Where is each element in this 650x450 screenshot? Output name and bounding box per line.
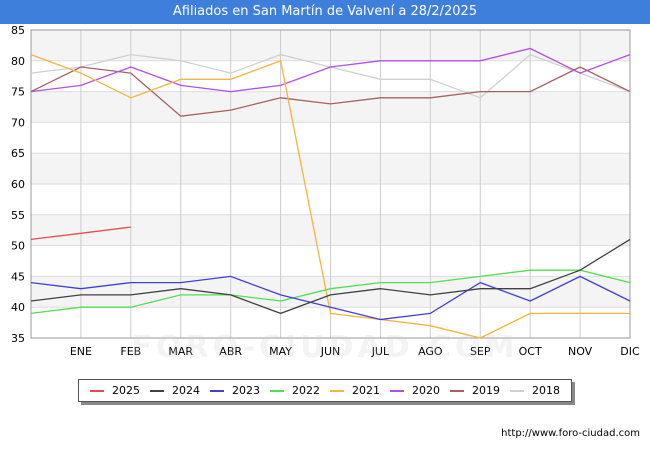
x-tick-label: ABR <box>219 345 242 358</box>
legend-label: 2023 <box>232 384 260 397</box>
series-line-2023 <box>30 275 631 321</box>
legend-label: 2022 <box>292 384 320 397</box>
legend: 2025 2024 2023 2022 2021 2020 2019 2018 <box>78 379 572 402</box>
y-tick-label: 65 <box>11 147 25 160</box>
y-tick-label: 40 <box>11 301 25 314</box>
y-tick-label: 80 <box>11 55 25 68</box>
chart-title: Afiliados en San Martín de Valvení a 28/… <box>0 0 650 24</box>
y-tick-labels: 35 40 45 50 55 60 65 70 75 80 85 <box>11 24 25 345</box>
legend-swatch <box>210 389 224 392</box>
legend-item-2023: 2023 <box>210 384 260 397</box>
legend-item-2021: 2021 <box>330 384 380 397</box>
legend-label: 2020 <box>412 384 440 397</box>
legend-swatch <box>150 389 164 392</box>
legend-item-2018: 2018 <box>510 384 560 397</box>
x-tick-label: JUL <box>371 345 390 358</box>
x-tick-labels: ENE FEB MAR ABR MAY JUN JUL AGO SEP OCT NOV DIC <box>70 345 640 358</box>
legend-label: 2019 <box>472 384 500 397</box>
x-tick-label: MAY <box>269 345 292 358</box>
x-tick-label: ENE <box>70 345 92 358</box>
legend-label: 2018 <box>532 384 560 397</box>
series-lines <box>30 47 631 339</box>
legend-swatch <box>510 389 524 392</box>
series-line-2025 <box>30 226 131 241</box>
series-line-2021 <box>30 53 630 339</box>
x-tick-label: MAR <box>168 345 193 358</box>
legend-swatch <box>270 389 284 392</box>
x-tick-label: JUN <box>320 345 341 358</box>
legend-item-2024: 2024 <box>150 384 200 397</box>
legend-item-2025: 2025 <box>90 384 140 397</box>
watermark: FORO-CIUDAD.COM <box>131 330 519 365</box>
x-tick-label: OCT <box>519 345 542 358</box>
x-tick-label: SEP <box>470 345 491 358</box>
legend-label: 2021 <box>352 384 380 397</box>
y-tick-label: 85 <box>11 24 25 37</box>
x-tick-label: FEB <box>120 345 141 358</box>
legend-item-2020: 2020 <box>390 384 440 397</box>
x-tick-label: NOV <box>568 345 593 358</box>
x-tick-label: AGO <box>418 345 443 358</box>
series-line-2019 <box>30 66 631 117</box>
legend-swatch <box>90 389 104 392</box>
x-tick-label: DIC <box>620 345 640 358</box>
legend-label: 2025 <box>112 384 140 397</box>
y-tick-label: 75 <box>11 86 25 99</box>
legend-swatch <box>450 389 464 392</box>
y-tick-label: 50 <box>11 240 25 253</box>
y-tick-label: 70 <box>11 116 25 129</box>
y-tick-label: 45 <box>11 270 25 283</box>
source-url: http://www.foro-ciudad.com <box>501 428 640 439</box>
series-line-2020 <box>30 47 631 93</box>
series-line-2024 <box>30 238 631 315</box>
y-tick-label: 35 <box>11 332 25 345</box>
legend-swatch <box>390 389 404 392</box>
axes <box>30 29 631 339</box>
y-tick-label: 55 <box>11 209 25 222</box>
y-tick-label: 60 <box>11 178 25 191</box>
legend-item-2019: 2019 <box>450 384 500 397</box>
plot-border <box>30 29 631 339</box>
legend-swatch <box>330 389 344 392</box>
series-line-2022 <box>30 269 631 315</box>
legend-label: 2024 <box>172 384 200 397</box>
legend-item-2022: 2022 <box>270 384 320 397</box>
